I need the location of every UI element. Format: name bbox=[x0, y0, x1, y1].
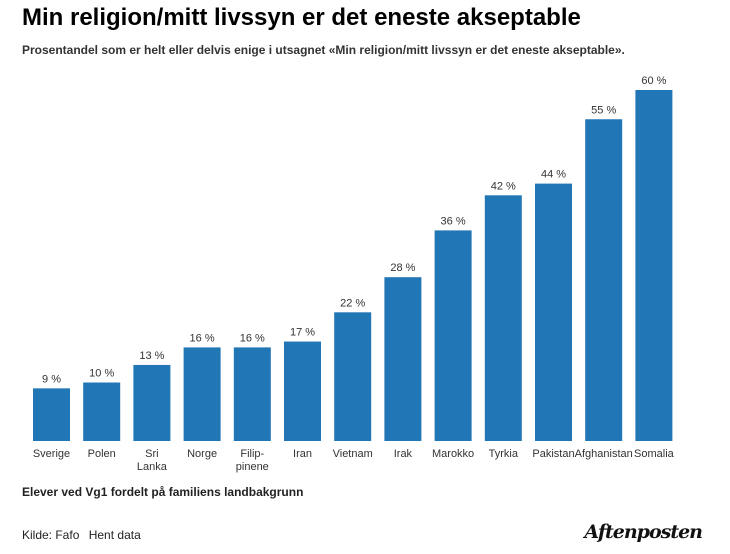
tick-label-11: Afghanistan bbox=[575, 448, 633, 460]
bar-11 bbox=[585, 119, 623, 441]
aftenposten-logo: Aftenposten bbox=[584, 521, 703, 543]
data-label-11: 55 % bbox=[591, 104, 616, 116]
tick-label-5: Iran bbox=[293, 448, 312, 460]
bar-7 bbox=[384, 277, 422, 441]
bar-8 bbox=[434, 230, 472, 441]
tick-label-1: Polen bbox=[88, 448, 116, 460]
chart-title: Min religion/mitt livssyn er det eneste … bbox=[22, 4, 581, 31]
data-label-10: 44 % bbox=[541, 169, 566, 181]
data-label-0: 9 % bbox=[42, 373, 61, 385]
chart-subtitle: Prosentandel som er helt eller delvis en… bbox=[22, 43, 625, 57]
tick-label-6: Vietnam bbox=[333, 448, 373, 460]
data-label-7: 28 % bbox=[390, 262, 415, 274]
x-axis-label: Elever ved Vg1 fordelt på familiens land… bbox=[22, 485, 304, 499]
bar-3 bbox=[183, 347, 221, 441]
data-label-9: 42 % bbox=[491, 180, 516, 192]
tick-label-8: Marokko bbox=[432, 448, 474, 460]
tick-label-4: Filip-pinene bbox=[236, 448, 269, 473]
source-text: Kilde: Fafo bbox=[22, 528, 80, 542]
data-label-3: 16 % bbox=[190, 332, 215, 344]
tick-label-7: Irak bbox=[394, 448, 413, 460]
tick-label-2: Sri Lanka bbox=[137, 448, 168, 473]
bar-1 bbox=[83, 382, 121, 441]
tick-label-3: Norge bbox=[187, 448, 217, 460]
bar-9 bbox=[484, 195, 522, 441]
data-label-12: 60 % bbox=[641, 75, 666, 87]
data-label-2: 13 % bbox=[139, 350, 164, 362]
data-label-4: 16 % bbox=[240, 332, 265, 344]
bar-10 bbox=[535, 183, 572, 441]
tick-label-9: Tyrkia bbox=[489, 448, 519, 460]
bar-0 bbox=[33, 388, 70, 441]
bar-12 bbox=[635, 90, 673, 441]
bar-2 bbox=[133, 364, 171, 441]
bar-4 bbox=[233, 347, 271, 441]
data-label-8: 36 % bbox=[441, 215, 466, 227]
data-label-6: 22 % bbox=[340, 297, 365, 309]
tick-label-10: Pakistan bbox=[532, 448, 574, 460]
tick-label-0: Sverige bbox=[33, 448, 70, 460]
data-label-5: 17 % bbox=[290, 327, 315, 339]
tick-label-12: Somalia bbox=[634, 448, 675, 460]
footer: Kilde: Fafo Hent data bbox=[22, 528, 147, 542]
bar-5 bbox=[284, 341, 321, 441]
download-data-link[interactable]: Hent data bbox=[88, 528, 141, 542]
data-label-1: 10 % bbox=[89, 368, 114, 380]
bar-6 bbox=[334, 312, 372, 441]
